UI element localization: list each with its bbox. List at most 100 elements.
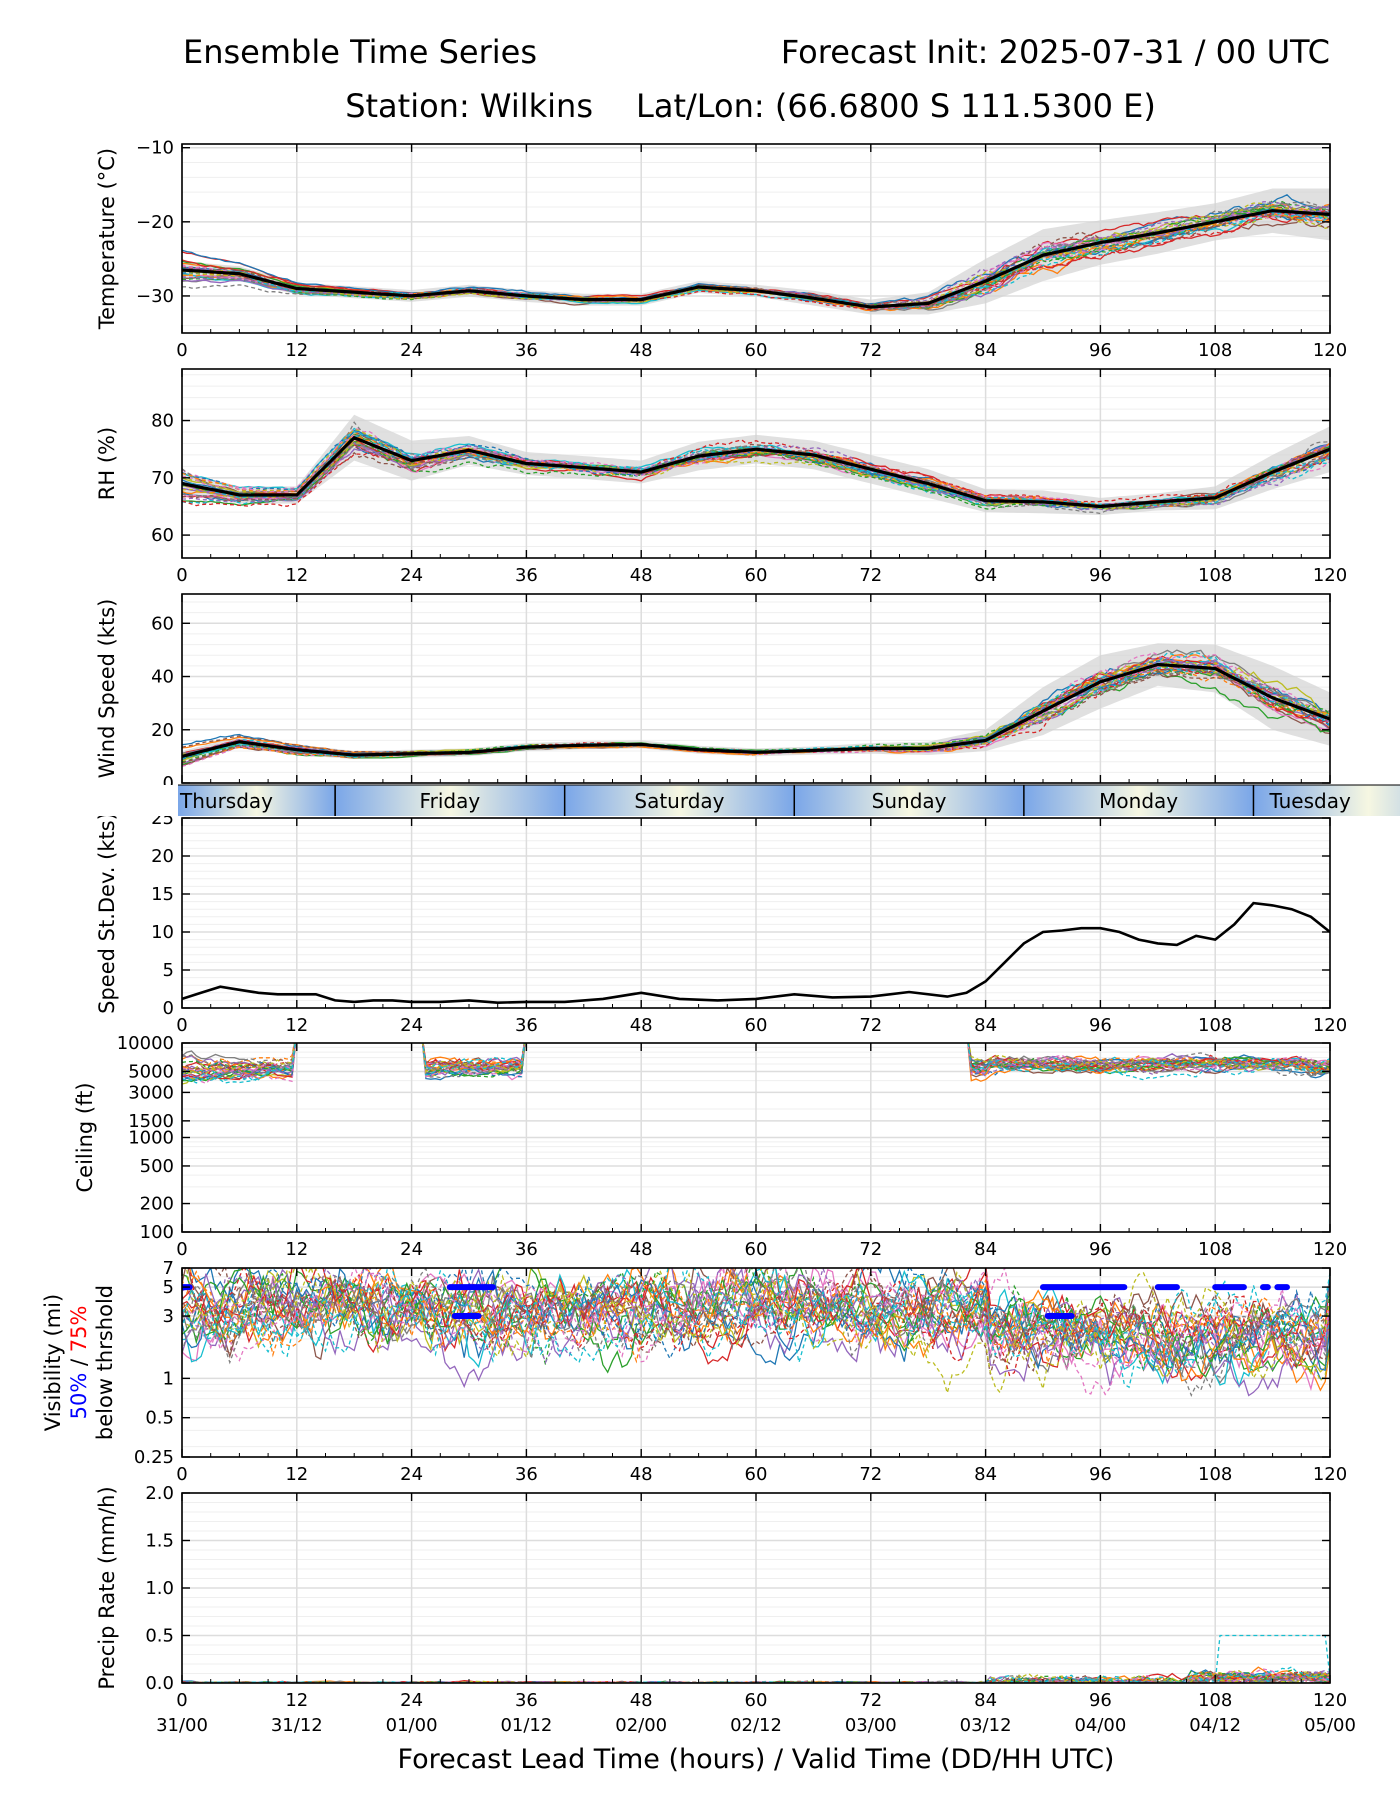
x-date-label: 04/00: [1074, 1715, 1126, 1736]
y-tick-label: 1.0: [145, 1578, 174, 1599]
speed_stdev-grid: [181, 817, 1331, 1009]
day-label: Monday: [1099, 789, 1178, 813]
rh-panel: 0 12 24 36 48 60 72 84 96 108 120 60 70 80 RH (%): [95, 368, 1347, 586]
figure-title: Ensemble Time Series: [183, 33, 537, 71]
visibility-x-ticks: 0 12 24 36 48 60 72 84 96 108 120: [176, 1268, 1347, 1485]
ceiling-members: [182, 1043, 1330, 1085]
x-tick-label: 24: [400, 1015, 423, 1036]
visibility-ylabel: Visibility (mi): [41, 1294, 65, 1431]
x-tick-label: 60: [745, 1239, 768, 1260]
y-tick-label: 0.5: [145, 1408, 174, 1429]
x-tick-label: 60: [745, 565, 768, 586]
y-tick-label: −30: [136, 286, 174, 307]
y-tick-label: 1500: [128, 1111, 174, 1132]
y-tick-label: 0.25: [134, 1447, 174, 1468]
temperature-panel: 0 12 24 36 48 60 72 84 96 108 120 −30 −20 −10 Temperat…: [95, 138, 1347, 361]
x-tick-label: 84: [974, 1464, 997, 1485]
x-tick-label: 72: [859, 565, 882, 586]
y-tick-label: 0: [163, 773, 174, 794]
y-tick-label: 70: [151, 468, 174, 489]
member-line: [182, 200, 1330, 310]
forecast-init: Forecast Init: 2025-07-31 / 00 UTC: [781, 33, 1330, 71]
x-tick-label: 108: [1198, 1239, 1232, 1260]
y-tick-label: 0.5: [145, 1626, 174, 1647]
member-line: [182, 430, 1330, 507]
rh-y-ticks: 60 70 80: [151, 411, 1330, 546]
x-tick-label: 72: [859, 1464, 882, 1485]
member-line: [182, 662, 1330, 756]
x-tick-label: 72: [859, 1690, 882, 1711]
member-line: [182, 1043, 1330, 1076]
y-tick-label: 80: [151, 411, 174, 432]
visibility-ylabel-suffix: below thrshold: [93, 1285, 117, 1440]
x-date-label: 31/12: [271, 1715, 323, 1736]
x-tick-label: 96: [1089, 1239, 1112, 1260]
x-tick-label: 48: [630, 1690, 653, 1711]
ceiling-plot: [182, 1043, 1330, 1085]
station-latlon: Lat/Lon: (66.6800 S 111.5300 E): [636, 87, 1156, 125]
precip_rate-grid: [181, 1492, 1331, 1684]
wind_speed-mean-line: [182, 662, 1330, 758]
member-line: [182, 668, 1330, 759]
y-tick-label: 500: [140, 1156, 174, 1177]
y-tick-label: 40: [151, 667, 174, 688]
y-tick-label: 1: [163, 1368, 174, 1389]
y-tick-label: −20: [136, 212, 174, 233]
y-tick-label: 5000: [128, 1061, 174, 1082]
day-bar: Friday Saturday Sunday Monday Tuesday Thursda…: [0, 784, 1400, 816]
stdev-line: [182, 901, 1330, 1005]
x-tick-label: 12: [285, 1690, 308, 1711]
x-tick-label: 0: [176, 1015, 187, 1036]
y-tick-label: 60: [151, 613, 174, 634]
member-line: [182, 209, 1330, 311]
member-line: [182, 1270, 1330, 1369]
x-tick-label: 48: [630, 340, 653, 361]
wind_speed-ylabel: Wind Speed (kts): [95, 599, 119, 779]
day-label: Thursday: [179, 789, 273, 813]
x-tick-label: 0: [176, 340, 187, 361]
temperature-plot: [182, 188, 1330, 315]
member-line: [182, 1268, 1330, 1360]
member-line: [182, 444, 1330, 511]
x-tick-label: 120: [1313, 1015, 1347, 1036]
member-line: [182, 1268, 1330, 1372]
x-date-label: 05/00: [1304, 1715, 1356, 1736]
y-tick-label: −10: [136, 138, 174, 159]
x-tick-label: 36: [515, 1239, 538, 1260]
x-tick-label: 84: [974, 1015, 997, 1036]
rh-plot: [182, 414, 1330, 515]
x-tick-label: 108: [1198, 565, 1232, 586]
temperature-x-ticks: 0 12 24 36 48 60 72 84 96 108 120: [176, 144, 1347, 361]
x-tick-label: 0: [176, 1464, 187, 1485]
temperature-mean-line: [182, 209, 1330, 309]
speed_stdev-x-ticks: 0 12 24 36 48 60 72 84 96 108 120: [176, 818, 1347, 1036]
member-line: [182, 1043, 1330, 1084]
day-segment: [564, 785, 795, 816]
member-line: [182, 1268, 1330, 1370]
member-line: [182, 1043, 1330, 1080]
x-tick-label: 120: [1313, 565, 1347, 586]
x-tick-label: 12: [285, 1464, 308, 1485]
wind_speed-y-ticks: 0 20 40 60: [151, 613, 1330, 794]
day-label: Saturday: [634, 789, 724, 813]
x-tick-label: 48: [630, 1464, 653, 1485]
y-tick-label: 20: [151, 846, 174, 867]
y-tick-label: 1.5: [145, 1531, 174, 1552]
x-date-label: 03/12: [960, 1715, 1012, 1736]
x-tick-label: 36: [515, 1690, 538, 1711]
x-tick-label: 12: [285, 565, 308, 586]
member-line: [182, 1268, 1330, 1373]
x-tick-label: 48: [630, 1239, 653, 1260]
y-tick-label: 60: [151, 525, 174, 546]
rh-spread-band: [182, 414, 1330, 515]
member-line: [182, 443, 1330, 509]
x-tick-label: 48: [630, 565, 653, 586]
member-line: [182, 213, 1330, 307]
member-line: [182, 1268, 1330, 1372]
x-tick-label: 108: [1198, 340, 1232, 361]
precip_rate-panel: 0 31/00 12 31/12 24 01/00 36 01/12 48 02/00 60 02/1…: [95, 1483, 1356, 1736]
member-line: [182, 1043, 1330, 1073]
member-line: [182, 1043, 1330, 1081]
